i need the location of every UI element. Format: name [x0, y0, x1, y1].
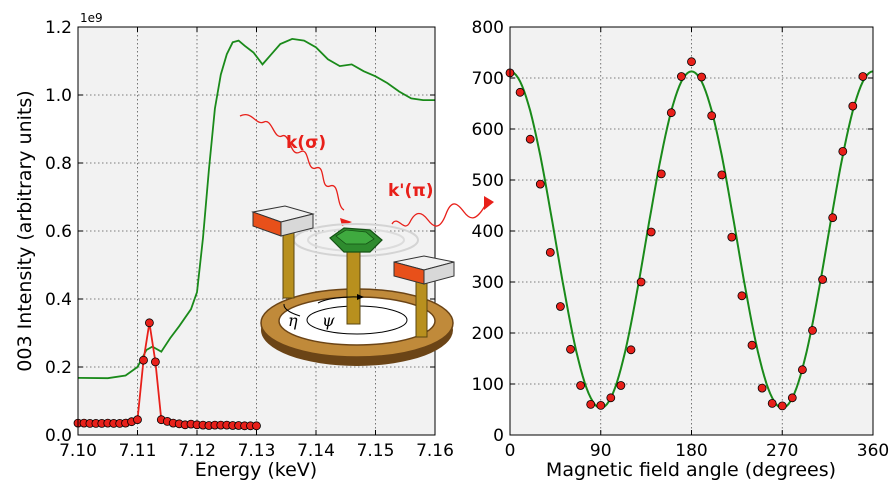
- right-data-point: [687, 57, 696, 67]
- left-series: [73, 37, 435, 431]
- right-y-tick-label: 100: [472, 375, 504, 395]
- right-magnet-south: [423, 261, 455, 285]
- left-y-tick-label: 0.6: [45, 222, 72, 242]
- right-data-point: [515, 87, 525, 97]
- right-data-point: [777, 401, 787, 411]
- right-data-point: [606, 393, 616, 403]
- right-data-point: [727, 232, 737, 242]
- left-y-tick-label: 0.2: [45, 358, 72, 378]
- right-y-tick-label: 800: [472, 18, 504, 38]
- left-magnet-south: [280, 213, 314, 237]
- incident-beam-wave: [239, 114, 345, 211]
- left-data-point: [144, 318, 154, 328]
- right-data-point: [656, 169, 666, 179]
- left-y-axis-label: 003 Intensity (arbitrary units): [14, 90, 36, 371]
- right-chart: 0 90 180 270 360 0 100 200 300 400 500 600 700 800 Ma…: [472, 18, 890, 481]
- right-data-point: [767, 398, 777, 408]
- left-y-tick-label: 0.4: [45, 290, 72, 310]
- right-data-point: [535, 179, 545, 189]
- scattered-beam-label: k'(π): [388, 181, 434, 201]
- right-x-tick-label: 90: [590, 441, 612, 461]
- left-chart: 7.10 7.11 7.12 7.13 7.14 7.15 7.16 0.0 0.2 0.4 0.6…: [14, 11, 454, 481]
- right-data-point: [717, 170, 727, 180]
- right-data-point: [838, 146, 848, 156]
- sample-crystal-face: [335, 229, 375, 245]
- right-ticks: 0 90 180 270 360 0 100 200 300 400 500 600 700 800: [472, 18, 890, 461]
- right-post: [415, 274, 428, 338]
- right-data-point: [576, 381, 585, 390]
- right-data-point: [646, 227, 656, 237]
- left-x-tick-label: 7.12: [178, 441, 216, 461]
- right-data-point: [677, 72, 686, 81]
- right-data-point: [616, 381, 626, 390]
- psi-arrow: [317, 296, 359, 304]
- left-x-tick-label: 7.14: [297, 441, 335, 461]
- right-fit-curve: [509, 70, 874, 410]
- right-data-point: [757, 383, 767, 393]
- right-x-tick-label: 0: [505, 441, 516, 461]
- left-x-axis-label: Energy (keV): [195, 459, 317, 481]
- eta-arrow: [283, 303, 301, 317]
- right-data-point: [525, 134, 535, 144]
- left-post: [282, 227, 295, 299]
- right-data-point: [545, 247, 555, 257]
- right-y-tick-label: 0: [493, 426, 504, 446]
- sample-post: [346, 249, 361, 325]
- right-y-tick-label: 400: [472, 222, 504, 242]
- right-data-point: [566, 344, 575, 354]
- right-y-tick-label: 700: [472, 69, 504, 89]
- setup-illustration: k(σ) k'(π) η ψ: [239, 114, 494, 366]
- left-y-tick-label: 1.2: [45, 18, 72, 38]
- right-data-point: [787, 393, 797, 403]
- left-x-tick-label: 7.11: [119, 441, 157, 461]
- right-data-point: [556, 302, 565, 311]
- right-y-tick-label: 500: [472, 171, 504, 191]
- right-data-point: [707, 111, 717, 121]
- left-data-point: [252, 421, 261, 431]
- right-y-tick-label: 600: [472, 120, 504, 140]
- right-y-tick-label: 300: [472, 273, 504, 293]
- left-series-line-0: [77, 37, 435, 380]
- left-data-point: [150, 357, 160, 367]
- right-data-point: [798, 365, 807, 375]
- psi-arrow-head: [357, 294, 364, 300]
- right-x-tick-label: 180: [675, 441, 707, 461]
- left-offset-text: 1e9: [80, 11, 103, 25]
- left-x-tick-label: 7.16: [416, 441, 454, 461]
- left-data-point: [133, 415, 142, 425]
- left-x-tick-label: 7.15: [357, 441, 395, 461]
- right-data-point: [626, 345, 636, 355]
- scattered-beam-arrowhead: [484, 196, 494, 210]
- right-x-axis-label: Magnetic field angle (degrees): [546, 459, 836, 481]
- left-x-tick-label: 7.10: [59, 441, 97, 461]
- left-y-tick-label: 0.0: [45, 426, 72, 446]
- right-data-point: [808, 325, 817, 335]
- scattered-beam-wave: [391, 203, 487, 227]
- right-data-point: [818, 275, 827, 284]
- right-data-point: [666, 108, 676, 118]
- incident-beam-label: k(σ): [286, 133, 326, 153]
- left-y-tick-label: 0.8: [45, 154, 72, 174]
- left-y-tick-label: 1.0: [45, 86, 72, 106]
- right-data-point: [596, 400, 606, 410]
- right-x-tick-label: 360: [857, 441, 889, 461]
- left-ticks: 7.10 7.11 7.12 7.13 7.14 7.15 7.16 0.0 0.2 0.4 0.6…: [45, 18, 454, 461]
- right-data-point: [697, 72, 706, 82]
- psi-label: ψ: [322, 311, 335, 330]
- right-gridlines: [510, 27, 873, 435]
- eta-label: η: [288, 311, 298, 330]
- right-data-point: [747, 340, 757, 350]
- right-series: [505, 57, 874, 411]
- right-x-tick-label: 270: [766, 441, 798, 461]
- left-x-tick-label: 7.13: [238, 441, 276, 461]
- right-y-tick-label: 200: [472, 324, 504, 344]
- right-data-point: [858, 72, 868, 81]
- right-data-point: [828, 213, 838, 223]
- right-data-point: [848, 101, 858, 111]
- right-data-point: [586, 399, 596, 409]
- left-data-point: [139, 355, 148, 365]
- right-data-point: [636, 277, 646, 287]
- right-data-point: [737, 291, 747, 301]
